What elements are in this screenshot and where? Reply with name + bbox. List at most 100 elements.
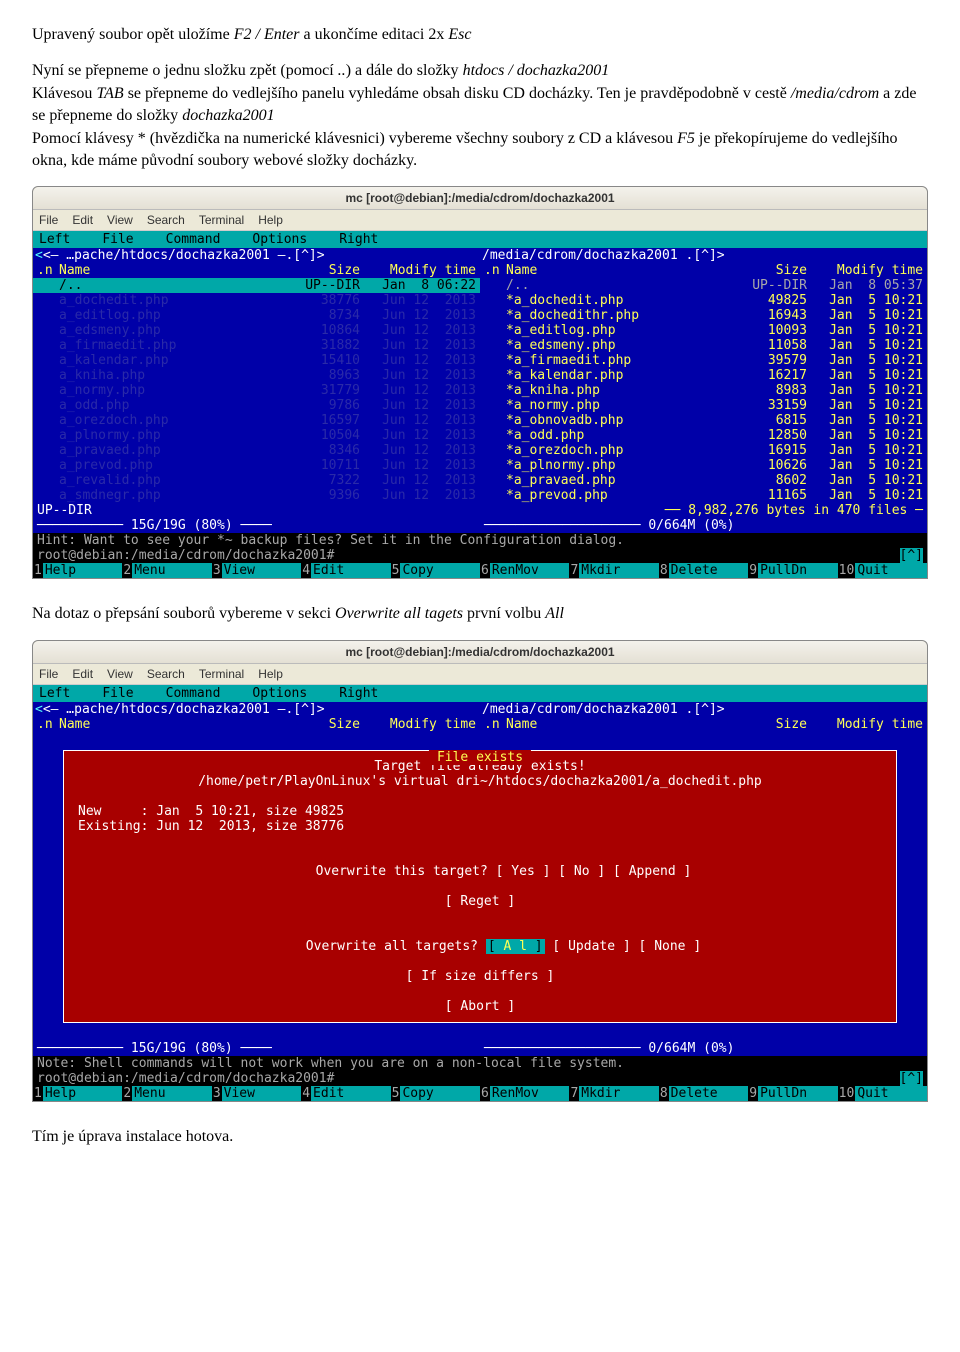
menu-item[interactable]: Search (147, 667, 185, 681)
update-button[interactable]: Update (568, 939, 615, 954)
menu-item[interactable]: File (39, 667, 58, 681)
shell-prompt[interactable]: root@debian:/media/cdrom/dochazka2001# [… (33, 1071, 927, 1086)
file-row[interactable]: *a_firmaedit.php39579Jan 5 10:21 (480, 353, 927, 368)
fnkey[interactable]: 5Copy (391, 563, 480, 578)
menu-item[interactable]: File (98, 232, 137, 247)
terminal-window-1: mc [root@debian]:/media/cdrom/dochazka20… (32, 186, 928, 579)
menu-item[interactable]: Edit (72, 213, 93, 227)
file-row[interactable]: *a_dochedithr.php16943Jan 5 10:21 (480, 308, 927, 323)
menu-item[interactable]: Search (147, 213, 185, 227)
window-menubar[interactable]: File Edit View Search Terminal Help (33, 210, 927, 231)
file-row[interactable]: a_kalendar.php15410Jun 12 2013 (33, 353, 480, 368)
menu-item[interactable]: Help (258, 213, 283, 227)
fnkey[interactable]: 10Quit (838, 1086, 927, 1101)
fnkey[interactable]: 1Help (33, 1086, 122, 1101)
yes-button[interactable]: Yes (511, 864, 534, 879)
fnkey[interactable]: 7Mkdir (569, 563, 658, 578)
file-row[interactable]: *a_normy.php33159Jan 5 10:21 (480, 398, 927, 413)
file-row[interactable]: a_prevod.php10711Jun 12 2013 (33, 458, 480, 473)
menu-item[interactable]: Right (335, 232, 382, 247)
file-row[interactable]: *a_dochedit.php49825Jan 5 10:21 (480, 293, 927, 308)
file-row[interactable]: a_plnormy.php10504Jun 12 2013 (33, 428, 480, 443)
fnkey[interactable]: 3View (212, 563, 301, 578)
file-row[interactable]: *a_kalendar.php16217Jan 5 10:21 (480, 368, 927, 383)
fnkey[interactable]: 1Help (33, 563, 122, 578)
mc-menu[interactable]: Left File Command Options Right (33, 685, 927, 702)
menu-item[interactable]: Options (248, 232, 311, 247)
file-row[interactable]: a_odd.php9786Jun 12 2013 (33, 398, 480, 413)
fnkey[interactable]: 8Delete (659, 1086, 748, 1101)
all-button[interactable]: [ A l ] (486, 939, 545, 954)
mc-fnkeys[interactable]: 1Help2Menu3View4Edit5Copy6RenMov7Mkdir8D… (33, 1086, 927, 1101)
abort-button[interactable]: Abort (460, 999, 499, 1014)
menu-item[interactable]: Command (162, 686, 225, 701)
reget-button[interactable]: Reget (460, 894, 499, 909)
file-row[interactable]: a_smdnegr.php9396Jun 12 2013 (33, 488, 480, 503)
window-titlebar[interactable]: mc [root@debian]:/media/cdrom/dochazka20… (33, 641, 927, 664)
fnkey[interactable]: 9PullDn (748, 563, 837, 578)
fnkey[interactable]: 7Mkdir (569, 1086, 658, 1101)
fnkey[interactable]: 2Menu (122, 563, 211, 578)
menu-item[interactable]: Edit (72, 667, 93, 681)
mc-left-pane[interactable]: <<– …pache/htdocs/dochazka2001 –.[^]> .n… (33, 248, 480, 533)
file-row[interactable]: *a_obnovadb.php6815Jan 5 10:21 (480, 413, 927, 428)
file-row[interactable]: a_editlog.php8734Jun 12 2013 (33, 308, 480, 323)
menu-item[interactable]: File (98, 686, 137, 701)
file-row[interactable]: *a_plnormy.php10626Jan 5 10:21 (480, 458, 927, 473)
mc-left-pane[interactable]: <<– …pache/htdocs/dochazka2001 –.[^]> .n… (33, 702, 480, 732)
shell-prompt[interactable]: root@debian:/media/cdrom/dochazka2001# [… (33, 548, 927, 563)
file-row[interactable]: a_pravaed.php8346Jun 12 2013 (33, 443, 480, 458)
overwrite-all-row: Overwrite all targets? [ A l ] [ Update … (78, 924, 882, 969)
fnkey[interactable]: 8Delete (659, 563, 748, 578)
fnkey[interactable]: 3View (212, 1086, 301, 1101)
menu-item[interactable]: Terminal (199, 667, 244, 681)
file-row[interactable]: *a_orezdoch.php16915Jan 5 10:21 (480, 443, 927, 458)
file-exists-dialog: File exists Target file already exists! … (63, 750, 897, 1023)
file-row[interactable]: a_firmaedit.php31882Jun 12 2013 (33, 338, 480, 353)
window-titlebar[interactable]: mc [root@debian]:/media/cdrom/dochazka20… (33, 187, 927, 210)
menu-item[interactable]: Options (248, 686, 311, 701)
file-row[interactable]: *a_kniha.php8983Jan 5 10:21 (480, 383, 927, 398)
fnkey[interactable]: 5Copy (391, 1086, 480, 1101)
file-row[interactable]: *a_editlog.php10093Jan 5 10:21 (480, 323, 927, 338)
fnkey[interactable]: 2Menu (122, 1086, 211, 1101)
fnkey[interactable]: 9PullDn (748, 1086, 837, 1101)
fnkey[interactable]: 10Quit (838, 563, 927, 578)
file-row[interactable]: a_revalid.php7322Jun 12 2013 (33, 473, 480, 488)
file-row[interactable]: a_orezdoch.php16597Jun 12 2013 (33, 413, 480, 428)
fnkey[interactable]: 6RenMov (480, 1086, 569, 1101)
menu-item[interactable]: Command (162, 232, 225, 247)
none-button[interactable]: None (654, 939, 685, 954)
menu-item[interactable]: View (107, 213, 133, 227)
if-size-differs-button[interactable]: If size differs (421, 969, 538, 984)
fnkey[interactable]: 4Edit (301, 563, 390, 578)
paragraph-2: Nyní se přepneme o jednu složku zpět (po… (32, 60, 928, 172)
menu-item[interactable]: Terminal (199, 213, 244, 227)
file-row[interactable]: a_kniha.php8963Jun 12 2013 (33, 368, 480, 383)
menu-item[interactable]: Right (335, 686, 382, 701)
mc-menu[interactable]: Left File Command Options Right (33, 231, 927, 248)
no-button[interactable]: No (574, 864, 590, 879)
append-button[interactable]: Append (629, 864, 676, 879)
menu-item[interactable]: Left (35, 232, 74, 247)
mc-fnkeys[interactable]: 1Help2Menu3View4Edit5Copy6RenMov7Mkdir8D… (33, 563, 927, 578)
mc-right-pane[interactable]: /media/cdrom/dochazka2001 .[^]> .nNameSi… (480, 702, 927, 732)
updir-row[interactable]: /..UP--DIRJan 8 05:37 (480, 278, 927, 293)
window-menubar[interactable]: File Edit View Search Terminal Help (33, 664, 927, 685)
menu-item[interactable]: File (39, 213, 58, 227)
fnkey[interactable]: 4Edit (301, 1086, 390, 1101)
menu-item[interactable]: View (107, 667, 133, 681)
file-row[interactable]: *a_pravaed.php8602Jan 5 10:21 (480, 473, 927, 488)
updir-row[interactable]: /..UP--DIRJan 8 06:22 (33, 278, 480, 293)
file-row[interactable]: a_edsmeny.php10864Jun 12 2013 (33, 323, 480, 338)
fnkey[interactable]: 6RenMov (480, 563, 569, 578)
mc-right-pane[interactable]: /media/cdrom/dochazka2001 .[^]> .nNameSi… (480, 248, 927, 533)
terminal-window-2: mc [root@debian]:/media/cdrom/dochazka20… (32, 640, 928, 1102)
file-row[interactable]: a_dochedit.php38776Jun 12 2013 (33, 293, 480, 308)
file-row[interactable]: *a_edsmeny.php11058Jan 5 10:21 (480, 338, 927, 353)
file-row[interactable]: a_normy.php31779Jun 12 2013 (33, 383, 480, 398)
file-row[interactable]: *a_odd.php12850Jan 5 10:21 (480, 428, 927, 443)
file-row[interactable]: *a_prevod.php11165Jan 5 10:21 (480, 488, 927, 503)
menu-item[interactable]: Help (258, 667, 283, 681)
menu-item[interactable]: Left (35, 686, 74, 701)
